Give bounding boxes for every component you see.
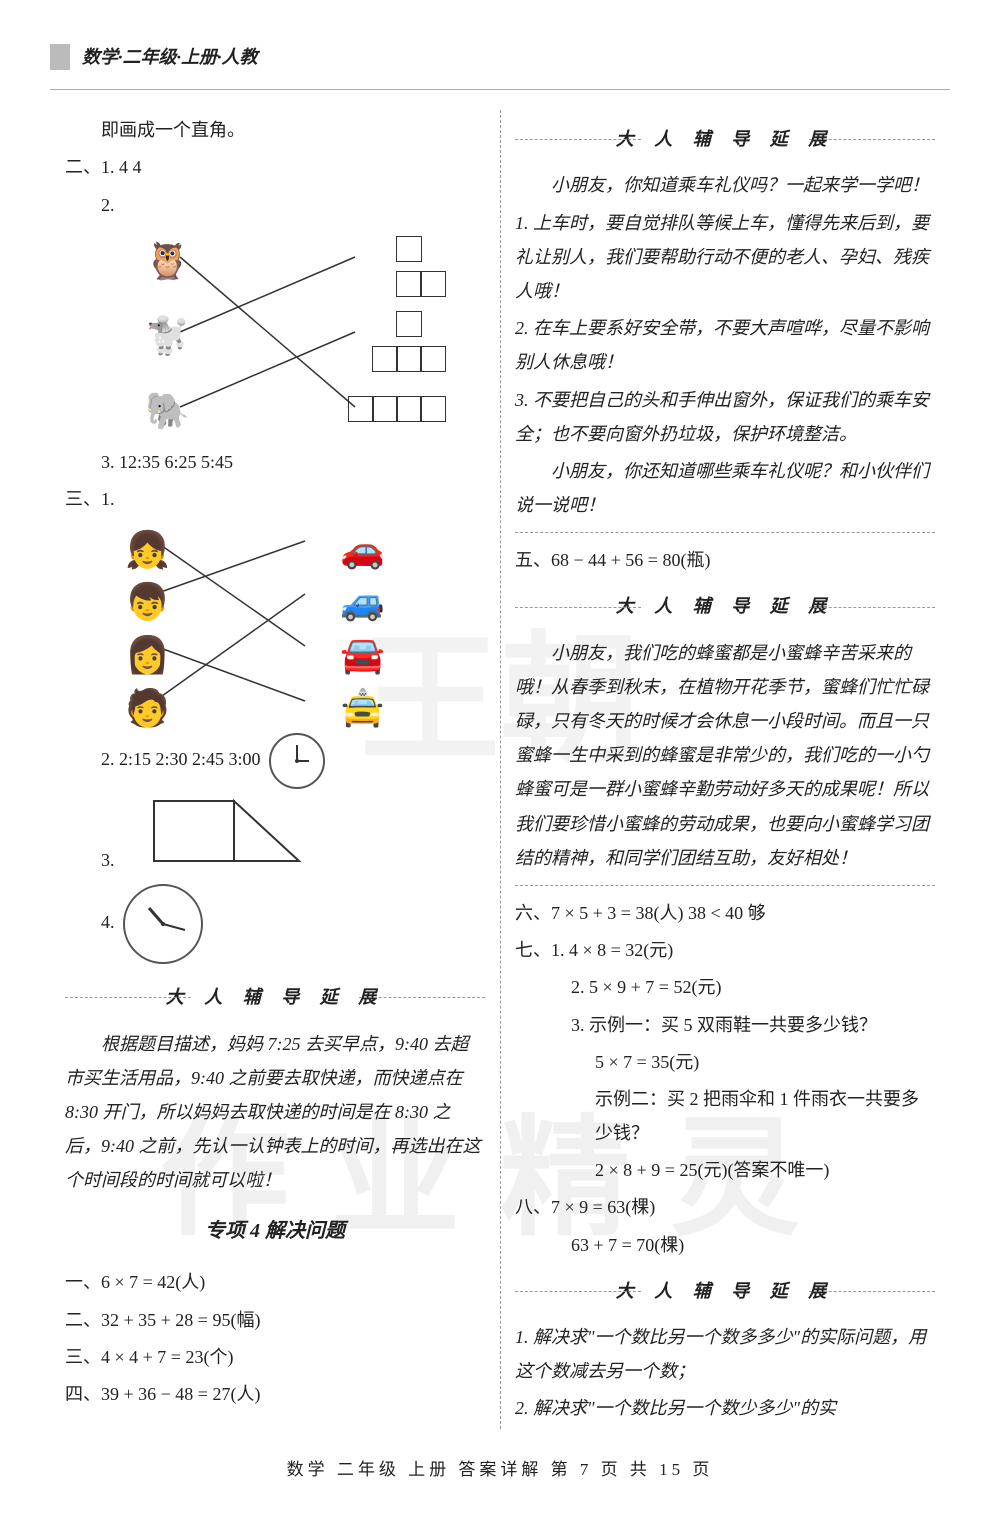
q-3-1: 三、1. 👧 👦 👩 🧑 🚗 🚙 🚘 🚖 xyxy=(65,482,485,726)
right-column: 大 人 辅 导 延 展 小朋友，你知道乘车礼仪吗？一起来学一学吧！ 1. 上车时… xyxy=(500,110,950,1428)
bee-para: 小朋友，我们吃的蜂蜜都是小蜜蜂辛苦采来的哦！从春季到秋末，在植物开花季节，蜜蜂们… xyxy=(515,636,935,875)
q-2-2-label: 2. xyxy=(101,195,115,215)
guide-header-r1: 大 人 辅 导 延 展 xyxy=(515,122,935,156)
clock-icon xyxy=(269,733,325,789)
topic-4-header: 专项 4 解决问题 xyxy=(65,1212,485,1250)
header-title: 数学·二年级·上册·人教 xyxy=(82,40,258,74)
dashed-rule xyxy=(515,532,935,533)
q1: 一、6 × 7 = 42(人) xyxy=(65,1265,485,1299)
q3: 三、4 × 4 + 7 = 23(个) xyxy=(65,1340,485,1374)
guide-header-left: 大 人 辅 导 延 展 xyxy=(65,980,485,1014)
q6: 六、7 × 5 + 3 = 38(人) 38 < 40 够 xyxy=(515,896,935,930)
q7-3b: 示例二：买 2 把雨伞和 1 件雨衣一共要多少钱？ xyxy=(515,1082,935,1150)
page: 数学·二年级·上册·人教 即画成一个直角。 二、1. 4 4 2. 🦉 🐩 xyxy=(0,0,1000,1516)
g3-2: 2. 解决求"一个数比另一个数少多少"的实 xyxy=(515,1391,935,1425)
q-3-3-label: 3. xyxy=(101,850,115,870)
q7-3a: 5 × 7 = 35(元) xyxy=(515,1045,935,1079)
top-line: 即画成一个直角。 xyxy=(65,113,485,147)
dog-icon: 🐩 xyxy=(145,302,190,370)
face4-icon: 🧑 xyxy=(125,674,170,742)
header: 数学·二年级·上册·人教 xyxy=(50,40,950,74)
q7-3c: 2 × 8 + 9 = 25(元)(答案不唯一) xyxy=(515,1153,935,1187)
q-3-1-label: 三、1. xyxy=(65,489,115,509)
r-intro: 小朋友，你知道乘车礼仪吗？一起来学一学吧！ xyxy=(515,168,935,202)
q7-1: 七、1. 4 × 8 = 32(元) xyxy=(515,933,935,967)
guide-header-r3-text: 大 人 辅 导 延 展 xyxy=(606,1274,845,1308)
left-column: 即画成一个直角。 二、1. 4 4 2. 🦉 🐩 🐘 xyxy=(50,110,500,1428)
q7-3: 3. 示例一：买 5 双雨鞋一共要多少钱？ xyxy=(515,1008,935,1042)
page-footer: 数学 二年级 上册 答案详解 第 7 页 共 15 页 xyxy=(50,1454,950,1486)
q-2-1: 二、1. 4 4 xyxy=(65,150,485,184)
guide-p1: 根据题目描述，妈妈 7:25 去买早点，9:40 去超市买生活用品，9:40 之… xyxy=(65,1027,485,1198)
shape-t xyxy=(373,312,445,382)
q5: 五、68 − 44 + 56 = 80(瓶) xyxy=(515,543,935,577)
q7-2: 2. 5 × 9 + 7 = 52(元) xyxy=(515,970,935,1004)
q-3-2-text: 2. 2:15 2:30 2:45 3:00 xyxy=(101,749,261,769)
guide-header-r3: 大 人 辅 导 延 展 xyxy=(515,1274,935,1308)
q-2-2: 2. 🦉 🐩 🐘 xyxy=(65,188,485,442)
guide-header-left-text: 大 人 辅 导 延 展 xyxy=(156,980,395,1014)
r-outro: 小朋友，你还知道哪些乘车礼仪呢？和小伙伴们说一说吧！ xyxy=(515,454,935,522)
car4-icon: 🚖 xyxy=(340,674,385,742)
q-3-4: 4. xyxy=(65,880,485,968)
dashed-rule-2 xyxy=(515,885,935,886)
q8-1: 八、7 × 9 = 63(棵) xyxy=(515,1190,935,1224)
q2: 二、32 + 35 + 28 = 95(幅) xyxy=(65,1303,485,1337)
q8-2: 63 + 7 = 70(棵) xyxy=(515,1228,935,1262)
guide-header-r1-text: 大 人 辅 导 延 展 xyxy=(606,122,845,156)
shape-l xyxy=(397,237,445,307)
q4: 四、39 + 36 − 48 = 27(人) xyxy=(65,1377,485,1411)
r-p1: 1. 上车时，要自觉排队等候上车，懂得先来后到，要礼让别人，我们要帮助行动不便的… xyxy=(515,206,935,309)
r-p2: 2. 在车上要系好安全带，不要大声喧哗，尽量不影响别人休息哦！ xyxy=(515,311,935,379)
guide-header-r2: 大 人 辅 导 延 展 xyxy=(515,589,935,623)
trapezoid-shape xyxy=(149,796,319,866)
q-3-4-label: 4. xyxy=(101,912,115,932)
shape-row xyxy=(349,397,445,432)
owl-icon: 🦉 xyxy=(145,227,190,295)
header-rule xyxy=(50,89,950,90)
q-3-3: 3. xyxy=(65,796,485,877)
elephant-icon: 🐘 xyxy=(145,377,190,445)
clock-big-icon xyxy=(123,884,203,964)
g3-1: 1. 解决求"一个数比另一个数多多少"的实际问题，用这个数减去另一个数； xyxy=(515,1320,935,1388)
header-block-icon xyxy=(50,44,70,70)
r-p3: 3. 不要把自己的头和手伸出窗外，保证我们的乘车安全；也不要向窗外扔垃圾，保护环… xyxy=(515,383,935,451)
guide-header-r2-text: 大 人 辅 导 延 展 xyxy=(606,589,845,623)
q-2-3: 3. 12:35 6:25 5:45 xyxy=(65,445,485,479)
